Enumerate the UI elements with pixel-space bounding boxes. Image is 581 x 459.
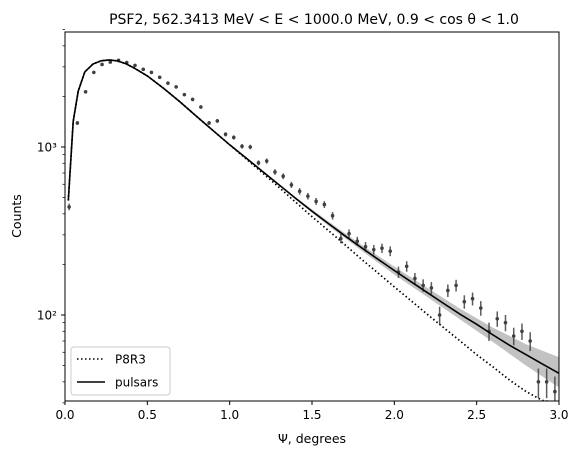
legend-label-p8r3: P8R3 [115, 353, 146, 367]
data-point [528, 339, 532, 343]
data-point [297, 189, 302, 194]
data-point [133, 63, 137, 68]
x-tick-label: 0.0 [55, 408, 74, 422]
data-point [363, 244, 368, 249]
data-point [306, 194, 310, 198]
data-point [429, 286, 434, 290]
data-point [108, 60, 113, 64]
data-point [67, 205, 71, 209]
data-point [511, 334, 516, 338]
y-tick-label: 10² [37, 309, 57, 323]
data-point [503, 320, 508, 325]
y-tick-label: 10³ [37, 141, 57, 155]
data-point [347, 231, 351, 236]
x-tick-label: 2.0 [385, 408, 404, 422]
data-point [174, 85, 178, 89]
data-point [75, 121, 80, 125]
data-point [478, 306, 483, 310]
data-point [437, 313, 442, 317]
data-point [536, 380, 541, 384]
data-point [240, 144, 244, 149]
data-point [273, 170, 277, 174]
data-point [248, 145, 253, 149]
data-point [190, 97, 195, 102]
data-point [157, 75, 162, 80]
data-point [314, 199, 318, 204]
x-axis-label: Ψ, degrees [278, 431, 346, 446]
data-point [454, 283, 458, 288]
data-point [231, 135, 236, 140]
data-point [380, 246, 384, 250]
data-point [166, 81, 170, 85]
data-point [520, 329, 524, 334]
data-point [446, 288, 450, 293]
data-point [207, 121, 211, 125]
data-point [371, 247, 376, 252]
data-point [421, 283, 425, 288]
data-point [544, 380, 549, 384]
legend-box [70, 346, 171, 396]
data-point [462, 299, 467, 304]
data-point [330, 213, 335, 218]
x-tick-label: 3.0 [549, 408, 568, 422]
data-point [264, 159, 269, 163]
data-point [149, 70, 154, 75]
chart-title: PSF2, 562.3413 MeV < E < 1000.0 MeV, 0.9… [109, 12, 519, 28]
data-point [322, 202, 327, 207]
data-point [404, 264, 409, 269]
data-point [92, 70, 96, 75]
data-point [281, 174, 285, 179]
data-point [413, 276, 417, 281]
series-line-pulsars [67, 59, 559, 374]
x-tick-label: 0.5 [138, 408, 157, 422]
data-point [223, 132, 228, 137]
data-point [388, 249, 393, 253]
data-point [289, 183, 294, 187]
data-point [470, 296, 475, 301]
data-point [199, 105, 203, 109]
data-point [256, 161, 261, 165]
x-tick-label: 2.5 [467, 408, 486, 422]
legend-label-pulsars: pulsars [115, 376, 158, 390]
data-point [83, 90, 88, 94]
data-point [141, 67, 146, 72]
data-point [215, 119, 220, 123]
data-point [355, 239, 360, 243]
data-point [182, 92, 187, 97]
data-point [553, 389, 557, 394]
legend: P8R3 pulsars [70, 346, 171, 396]
y-axis-label: Counts [9, 194, 24, 238]
data-point [100, 62, 104, 67]
x-tick-label: 1.0 [220, 408, 239, 422]
x-tick-label: 1.5 [302, 408, 321, 422]
data-point [495, 316, 500, 321]
